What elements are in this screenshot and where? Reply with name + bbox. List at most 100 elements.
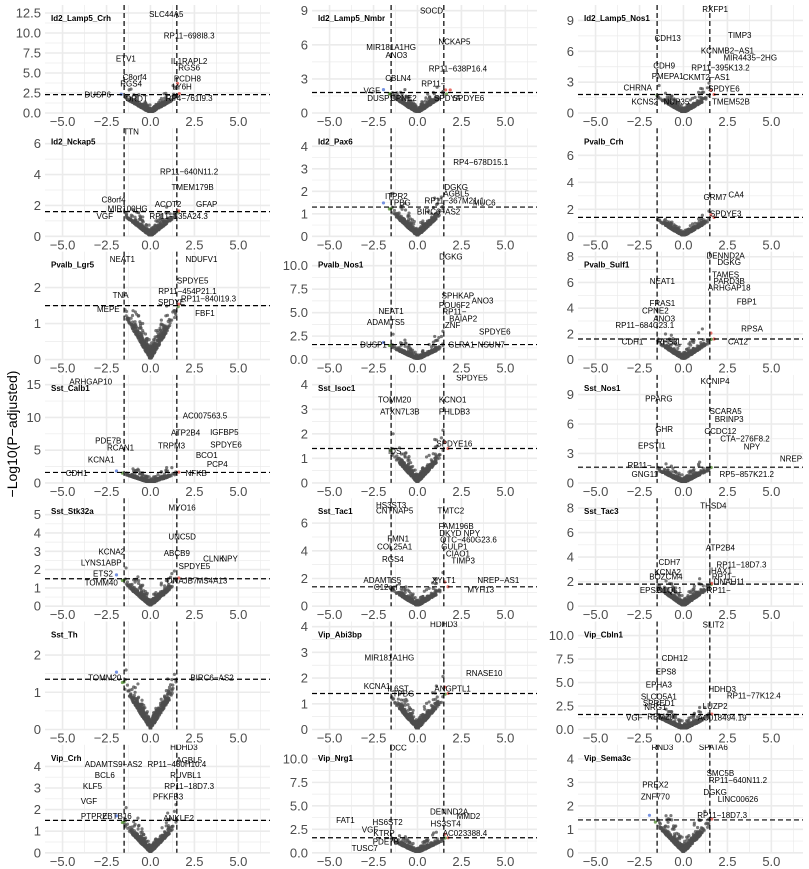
data-point bbox=[128, 99, 132, 103]
data-point bbox=[403, 88, 407, 92]
data-point bbox=[685, 229, 689, 233]
data-point bbox=[168, 212, 172, 216]
data-point bbox=[131, 100, 135, 105]
data-point bbox=[677, 231, 681, 235]
x-tick-label: −5.0 bbox=[583, 361, 609, 376]
data-point bbox=[154, 107, 158, 111]
data-point bbox=[691, 227, 695, 232]
gene-label: ORDT bbox=[125, 95, 148, 104]
x-tick-label: 0.0 bbox=[141, 361, 159, 376]
gene-label: SPDYE bbox=[158, 298, 185, 307]
data-point bbox=[143, 332, 148, 336]
data-point bbox=[169, 474, 173, 478]
x-tick-label: −5.0 bbox=[583, 114, 609, 129]
gene-label: TIMP3 bbox=[728, 31, 752, 40]
y-tick-label: 7.5 bbox=[290, 282, 308, 297]
data-point bbox=[693, 95, 697, 99]
data-point bbox=[407, 222, 411, 226]
data-point bbox=[155, 346, 159, 350]
data-point bbox=[152, 338, 156, 342]
y-tick-label: 9 bbox=[567, 13, 574, 28]
data-point bbox=[406, 353, 410, 357]
gene-label: KCNS2 bbox=[631, 98, 658, 107]
data-point bbox=[148, 107, 152, 112]
x-tick-label: −2.5 bbox=[361, 361, 387, 376]
y-tick-label: 1 bbox=[34, 316, 41, 331]
data-point bbox=[435, 85, 439, 89]
data-point bbox=[157, 342, 162, 346]
y-tick-label: 0 bbox=[567, 106, 574, 121]
data-point bbox=[414, 230, 418, 235]
data-point bbox=[439, 195, 444, 199]
gene-label: RP11−638P16.4 bbox=[429, 65, 488, 74]
data-point bbox=[403, 201, 407, 205]
data-point bbox=[145, 341, 149, 346]
data-point bbox=[147, 231, 152, 235]
panel-title: Sst_Calb1 bbox=[51, 384, 90, 393]
gene-label: ATP2B4 bbox=[171, 429, 201, 438]
data-point bbox=[421, 223, 425, 227]
data-point bbox=[159, 322, 163, 326]
data-point bbox=[400, 100, 404, 104]
data-point bbox=[671, 105, 675, 109]
x-tick-label: 2.5 bbox=[185, 114, 203, 129]
data-point bbox=[167, 98, 171, 103]
data-point bbox=[144, 229, 148, 233]
data-point bbox=[158, 221, 162, 225]
y-tick-label: 5.0 bbox=[290, 305, 308, 320]
data-point bbox=[680, 230, 685, 235]
data-point bbox=[657, 83, 661, 88]
gene-label: KCNMB2−AS1 bbox=[701, 46, 755, 55]
data-point bbox=[423, 105, 427, 109]
panel-pvalb-lgr5: NEAT1 NDUFV1SPDYE5RP11−454P21.1RP11−840I1… bbox=[34, 251, 270, 376]
x-tick-label: 5.0 bbox=[762, 237, 780, 252]
points-layer bbox=[656, 209, 716, 237]
data-point bbox=[141, 321, 145, 326]
y-tick-label: 3 bbox=[301, 161, 308, 176]
data-point bbox=[415, 356, 419, 360]
data-point bbox=[392, 96, 396, 100]
data-point bbox=[692, 348, 696, 352]
y-tick-label: 15 bbox=[27, 377, 41, 392]
data-point bbox=[434, 202, 439, 207]
x-tick-label: 2.5 bbox=[185, 484, 203, 499]
gene-label: SPDYE3 bbox=[710, 209, 742, 218]
y-tick-label: 2 bbox=[34, 198, 41, 213]
data-point bbox=[426, 210, 430, 214]
data-point bbox=[404, 220, 408, 224]
gene-label: RP4−761I9.3 bbox=[166, 94, 213, 103]
data-point bbox=[433, 345, 437, 349]
x-tick-label: 2.5 bbox=[452, 237, 470, 252]
gene-label: NEAT1 bbox=[650, 277, 676, 286]
gene-label: RGS4 bbox=[120, 79, 142, 88]
data-point bbox=[131, 207, 135, 212]
data-point bbox=[683, 356, 688, 360]
y-tick-label: 3 bbox=[301, 71, 308, 86]
data-point bbox=[137, 314, 141, 318]
gene-label: IL1RAPL2 bbox=[171, 57, 208, 66]
data-point bbox=[158, 332, 163, 336]
x-tick-label: 0.0 bbox=[141, 484, 159, 499]
data-point bbox=[690, 104, 694, 108]
gene-label: MIR4435−2HG bbox=[723, 53, 777, 62]
data-point bbox=[408, 104, 412, 108]
gene-label: SPDYA bbox=[434, 94, 461, 103]
gene-label: DUSP1 bbox=[367, 94, 394, 103]
panel-title: Id2_Lamp5_Nos1 bbox=[584, 14, 650, 23]
gene-label: SLC44A5 bbox=[149, 10, 184, 19]
data-point bbox=[163, 324, 168, 328]
data-point bbox=[139, 338, 143, 342]
x-tick-label: −2.5 bbox=[627, 114, 653, 129]
y-tick-label: 1 bbox=[301, 206, 308, 221]
data-point bbox=[412, 219, 416, 224]
x-tick-label: 2.5 bbox=[718, 361, 736, 376]
gene-label: SPDYE6 bbox=[708, 84, 740, 93]
panel-title: Id2_Lamp5_Nmbr bbox=[318, 14, 385, 23]
gene-label: NEAT1 bbox=[110, 255, 136, 264]
gene-label: TPBG bbox=[389, 199, 411, 208]
points-layer bbox=[655, 81, 716, 113]
data-point bbox=[170, 466, 174, 470]
data-point bbox=[134, 96, 138, 100]
